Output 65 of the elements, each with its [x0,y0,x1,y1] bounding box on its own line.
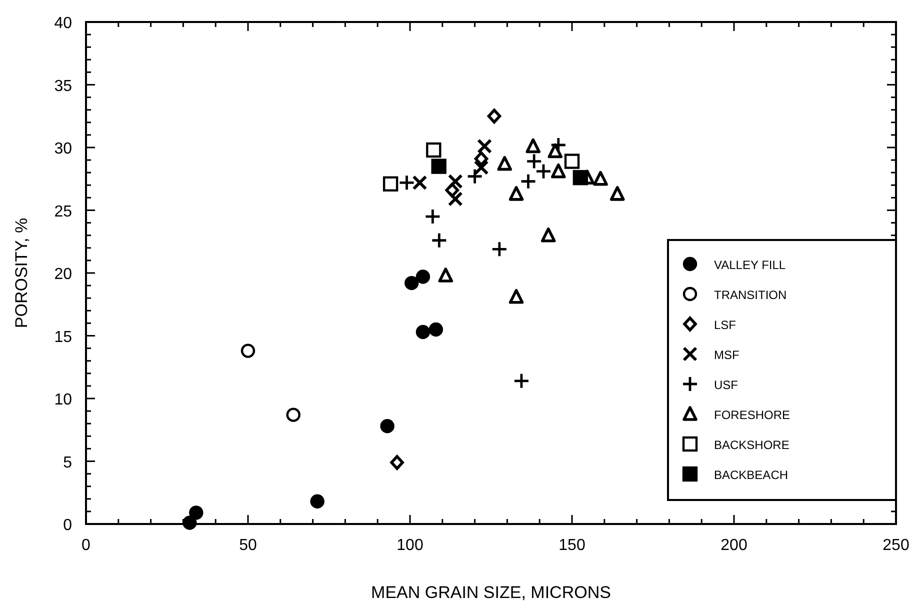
x-axis-title: MEAN GRAIN SIZE, MICRONS [371,583,611,602]
point [508,186,524,201]
point [431,158,446,174]
point [398,174,415,191]
point [487,108,502,124]
point [466,168,483,185]
point [572,170,588,186]
x-tick-label: 100 [396,537,424,554]
point [182,516,197,530]
y-tick-label: 20 [54,266,72,283]
point [474,151,488,166]
point [448,174,463,189]
point [286,408,300,422]
point [508,288,524,304]
y-tick-label: 30 [54,140,72,158]
x-tick-label: 250 [882,537,910,554]
point [550,163,566,178]
legend-label: MSF [714,348,740,362]
point [593,170,608,186]
point [390,455,404,470]
point [497,156,512,171]
point [477,138,492,154]
point [240,344,256,358]
point [416,270,430,284]
point [189,506,204,520]
point [610,186,625,201]
legend-label: TRANSITION [714,288,787,302]
point [404,276,419,290]
y-tick-label: 0 [63,517,72,534]
x-tick-label: 150 [558,537,586,554]
legend-label: USF [714,378,738,392]
y-tick-label: 5 [63,454,72,472]
point [426,142,442,158]
legend-label: BACKBEACH [714,468,788,482]
y-tick-label: 15 [54,328,72,346]
y-tick-label: 35 [54,78,72,95]
point [412,175,428,190]
point [430,232,448,249]
point [540,227,556,242]
point [564,154,580,169]
point [474,160,489,176]
y-tick-label: 40 [54,15,72,32]
y-tick-label: 25 [54,203,72,220]
x-tick-label: 50 [239,537,257,554]
point [380,419,394,434]
point [424,208,441,225]
legend-label: VALLEY FILL [714,258,786,272]
point [310,494,324,509]
point [513,372,530,390]
x-tick-label: 0 [82,537,91,554]
point [548,143,563,158]
point [448,191,463,206]
point [382,176,398,192]
point [526,138,541,154]
y-tick-label: 10 [54,392,72,408]
legend-label: LSF [714,318,736,332]
legend-label: FORESHORE [714,408,790,422]
point [520,173,536,190]
y-axis-title: POROSITY, % [12,218,31,328]
x-tick-label: 200 [720,537,748,554]
point [491,240,508,258]
point [428,322,444,337]
legend-label: BACKSHORE [714,438,790,452]
point [438,268,454,282]
point [416,324,430,340]
